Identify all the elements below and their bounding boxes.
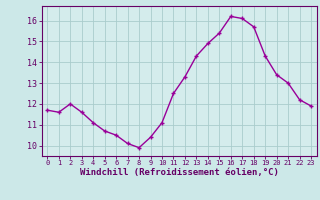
- X-axis label: Windchill (Refroidissement éolien,°C): Windchill (Refroidissement éolien,°C): [80, 168, 279, 177]
